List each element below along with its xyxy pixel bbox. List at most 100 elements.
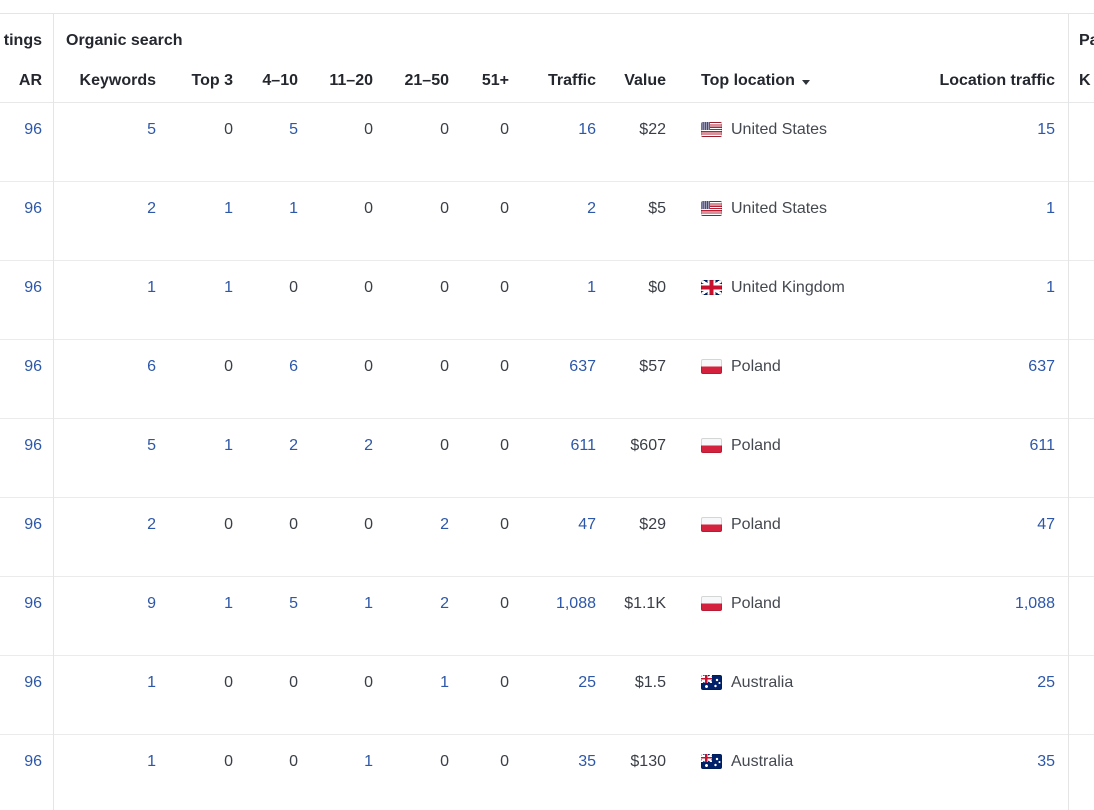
keywords-cell[interactable]: 9 (147, 595, 156, 612)
pos-21-50-cell: 0 (440, 279, 449, 296)
ar-organic-divider (53, 14, 54, 810)
column-header-location-traffic[interactable]: Location traffic (939, 72, 1055, 89)
table-row: 96 5 1 2 2 0 0 611 $607 Poland 611 (0, 419, 1094, 498)
pos-4-10-cell[interactable]: 2 (289, 437, 298, 454)
pos-11-20-cell[interactable]: 2 (364, 437, 373, 454)
organic-search-table: tings Organic search Pa AR Keywords Top … (0, 14, 1094, 810)
ar-cell[interactable]: 96 (24, 200, 42, 217)
pos-4-10-cell[interactable]: 5 (289, 595, 298, 612)
value-cell: $130 (630, 753, 666, 770)
keywords-cell[interactable]: 1 (147, 279, 156, 296)
pos-11-20-cell[interactable]: 1 (364, 595, 373, 612)
location-traffic-cell[interactable]: 15 (1037, 121, 1055, 138)
top3-cell[interactable]: 1 (224, 595, 233, 612)
traffic-cell[interactable]: 47 (578, 516, 596, 533)
column-header-top3[interactable]: Top 3 (191, 72, 233, 89)
country-flag-icon (701, 201, 722, 216)
location-name: United Kingdom (731, 279, 845, 296)
column-header-21-50[interactable]: 21–50 (404, 72, 450, 89)
pos-11-20-cell: 0 (364, 200, 373, 217)
keywords-cell[interactable]: 2 (147, 200, 156, 217)
ar-cell[interactable]: 96 (24, 437, 42, 454)
keywords-cell[interactable]: 6 (147, 358, 156, 375)
value-cell: $607 (630, 437, 666, 454)
traffic-cell[interactable]: 1 (587, 279, 596, 296)
pos-21-50-cell[interactable]: 2 (440, 516, 449, 533)
pos-21-50-cell[interactable]: 1 (440, 674, 449, 691)
traffic-cell[interactable]: 637 (569, 358, 596, 375)
pos-4-10-cell[interactable]: 1 (289, 200, 298, 217)
traffic-cell[interactable]: 1,088 (555, 595, 596, 612)
location-name: United States (731, 200, 828, 217)
column-header-51-plus[interactable]: 51+ (481, 72, 509, 89)
column-header-keywords[interactable]: Keywords (79, 72, 156, 89)
column-header-value[interactable]: Value (624, 72, 666, 89)
pos-11-20-cell: 0 (364, 121, 373, 138)
keywords-cell[interactable]: 5 (147, 437, 156, 454)
traffic-cell[interactable]: 35 (578, 753, 596, 770)
pos-4-10-cell[interactable]: 6 (289, 358, 298, 375)
pos-11-20-cell[interactable]: 1 (364, 753, 373, 770)
paid-keywords-cell (1069, 419, 1094, 497)
pos-21-50-cell: 0 (440, 358, 449, 375)
paid-keywords-cell (1069, 340, 1094, 418)
location-traffic-cell[interactable]: 637 (1028, 358, 1055, 375)
top-location-cell: Poland (671, 498, 906, 576)
location-traffic-cell[interactable]: 47 (1037, 516, 1055, 533)
top3-cell[interactable]: 1 (224, 200, 233, 217)
location-traffic-cell[interactable]: 1,088 (1014, 595, 1055, 612)
value-cell: $57 (639, 358, 666, 375)
location-traffic-cell[interactable]: 25 (1037, 674, 1055, 691)
value-cell: $5 (648, 200, 666, 217)
top-location-header-label: Top location (701, 72, 795, 89)
pos-11-20-cell: 0 (364, 516, 373, 533)
traffic-cell[interactable]: 611 (570, 437, 596, 454)
location-traffic-cell[interactable]: 1 (1046, 200, 1055, 217)
table-row: 96 1 1 0 0 0 0 1 $0 United Kingdom 1 (0, 261, 1094, 340)
ar-cell[interactable]: 96 (24, 358, 42, 375)
keywords-cell[interactable]: 1 (147, 674, 156, 691)
location-traffic-cell[interactable]: 611 (1029, 437, 1055, 454)
table-row: 96 6 0 6 0 0 0 637 $57 Poland 637 (0, 340, 1094, 419)
pos-51-plus-cell: 0 (500, 753, 509, 770)
column-header-top-location[interactable]: Top location (671, 64, 906, 102)
ar-cell[interactable]: 96 (24, 279, 42, 296)
column-header-11-20[interactable]: 11–20 (329, 72, 373, 89)
ar-cell[interactable]: 96 (24, 121, 42, 138)
keywords-cell[interactable]: 5 (147, 121, 156, 138)
location-traffic-cell[interactable]: 1 (1046, 279, 1055, 296)
pos-4-10-cell: 0 (289, 753, 298, 770)
pos-51-plus-cell: 0 (500, 279, 509, 296)
table-row: 96 1 0 0 1 0 0 35 $130 Australia 35 (0, 735, 1094, 810)
pos-4-10-cell[interactable]: 5 (289, 121, 298, 138)
keywords-cell[interactable]: 2 (147, 516, 156, 533)
location-name: Poland (731, 437, 781, 454)
top3-cell: 0 (224, 358, 233, 375)
traffic-cell[interactable]: 16 (578, 121, 596, 138)
top3-cell[interactable]: 1 (224, 279, 233, 296)
location-traffic-cell[interactable]: 35 (1037, 753, 1055, 770)
pos-21-50-cell[interactable]: 2 (440, 595, 449, 612)
column-header-ar[interactable]: AR (18, 72, 42, 89)
value-cell: $1.1K (624, 595, 666, 612)
keywords-cell[interactable]: 1 (147, 753, 156, 770)
value-cell: $29 (639, 516, 666, 533)
top3-cell: 0 (224, 674, 233, 691)
column-header-paid-keywords-truncated[interactable]: K (1079, 72, 1091, 89)
traffic-cell[interactable]: 25 (578, 674, 596, 691)
location-name: Australia (731, 674, 794, 691)
pos-4-10-cell: 0 (289, 674, 298, 691)
paid-keywords-cell (1069, 103, 1094, 181)
ar-cell[interactable]: 96 (24, 753, 42, 770)
column-header-traffic[interactable]: Traffic (547, 72, 596, 89)
country-flag-icon (701, 359, 722, 374)
paid-keywords-cell (1069, 577, 1094, 655)
column-header-4-10[interactable]: 4–10 (262, 72, 298, 89)
traffic-cell[interactable]: 2 (587, 200, 596, 217)
ar-cell[interactable]: 96 (24, 674, 42, 691)
top3-cell[interactable]: 1 (224, 437, 233, 454)
location-name: United States (731, 121, 828, 138)
ar-cell[interactable]: 96 (24, 516, 42, 533)
ar-cell[interactable]: 96 (24, 595, 42, 612)
